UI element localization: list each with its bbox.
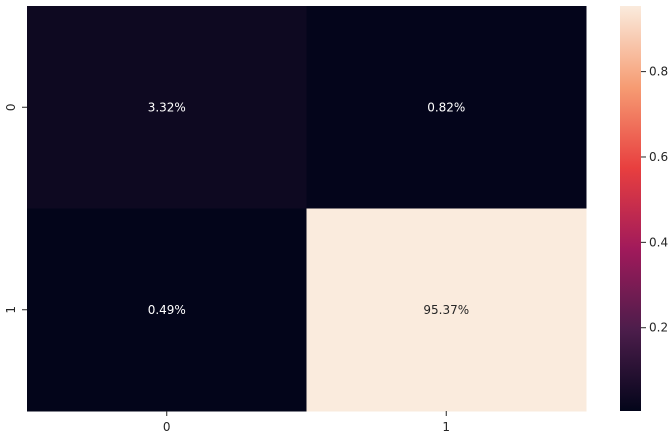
colorbar-strip (620, 6, 641, 411)
colorbar-tick-label: 0.4 (649, 235, 668, 249)
x-tick-label: 0 (163, 420, 171, 434)
colorbar-tick-label: 0.6 (649, 150, 668, 164)
heatmap-cell-r1-c0 (27, 208, 307, 412)
cell-annotation-r1-c1: 95.37% (423, 303, 469, 317)
cell-annotation-r0-c1: 0.82% (427, 100, 465, 114)
cell-annotation-r1-c0: 0.49% (148, 303, 186, 317)
heatmap-cell-r0-c1 (306, 6, 587, 209)
colorbar-ticks: 0.2 0.4 0.6 0.8 (641, 65, 668, 335)
y-tick-label: 1 (4, 306, 18, 314)
x-tick-label: 1 (442, 420, 450, 434)
colorbar: 0.2 0.4 0.6 0.8 (620, 6, 668, 411)
cell-annotation-r0-c0: 3.32% (148, 100, 186, 114)
heatmap-cell-r1-c1 (306, 208, 587, 412)
heatmap-cell-r0-c0 (27, 6, 307, 209)
heatmap-annotations: 3.32% 0.82% 0.49% 95.37% (148, 100, 469, 317)
colorbar-tick-label: 0.2 (649, 321, 668, 335)
heatmap-cells (27, 6, 587, 412)
y-tick-label: 0 (4, 103, 18, 111)
colorbar-tick-label: 0.8 (649, 65, 668, 79)
y-axis-ticks: 01 (4, 103, 27, 314)
